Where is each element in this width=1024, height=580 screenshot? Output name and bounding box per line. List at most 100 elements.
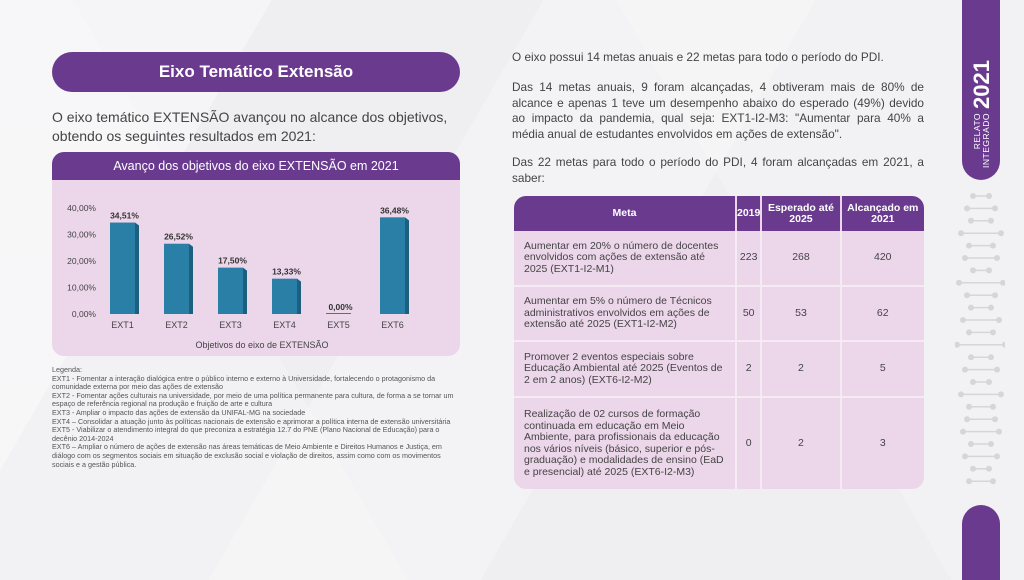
bar-shadow [405,217,409,314]
bar-ext2 [164,243,189,314]
table-header-row: Meta 2019 Esperado até 2025 Alcançado em… [514,196,924,231]
bar-ext6 [380,217,405,314]
dot-row [964,416,998,423]
dot-row [964,292,998,299]
cell-esperado: 53 [761,286,842,342]
dot-row [968,217,994,224]
y-tick-label: 20,00% [67,256,96,266]
cell-alcancado: 62 [840,286,924,342]
cell-meta: Aumentar em 5% o número de Técnicos admi… [514,286,737,342]
x-axis-label: Objetivos do eixo de EXTENSÃO [195,340,328,350]
brand-label: RELATO INTEGRADO 2021 [964,8,1000,168]
dot-row [956,279,1005,286]
header-alcancado: Alcançado em 2021 [840,196,924,231]
bar-chart: 0,00% 10,00% 20,00% 30,00% 40,00% 34,51% EXT1 2… [67,203,409,350]
bar-shadow [297,278,301,314]
intro-text: O eixo temático EXTENSÃO avançou no alca… [52,109,448,144]
dot-row [966,478,996,485]
cell-meta: Aumentar em 20% o número de docentes env… [514,231,737,287]
legend-item-ext2: EXT2 - Fomentar ações culturais na unive… [52,390,454,409]
dot-row [970,465,992,472]
goals-table: Meta 2019 Esperado até 2025 Alcançado em… [514,196,924,489]
dot-row [970,193,992,199]
data-label: 36,48% [380,205,409,215]
dot-row [966,403,996,410]
bar-ext5 [326,313,351,314]
bar-ext1 [110,222,135,314]
bar-ext4 [272,278,297,314]
dot-row [968,354,994,361]
x-tick-label: EXT5 [327,320,350,330]
cell-meta: Promover 2 eventos especiais sobre Educa… [514,341,737,398]
x-tick-label: EXT4 [273,320,296,330]
cell-2019: 2 [736,341,763,398]
x-tick-label: EXT6 [381,320,404,330]
dot-row [970,379,992,385]
header-meta: Meta [514,196,737,231]
dot-row [955,341,1005,348]
header-esperado: Esperado até 2025 [761,196,842,231]
legend-item-ext6: EXT6 – Ampliar o número de ações de exte… [52,442,442,469]
brand-tab-bottom [962,505,1000,580]
brand-tab-top [962,0,1000,180]
table-row: Aumentar em 20% o número de docentes env… [514,231,924,287]
x-tick-label: EXT3 [219,320,242,330]
dot-row [962,453,1000,460]
data-label: 17,50% [218,256,247,266]
x-tick-label: EXT2 [165,320,188,330]
dot-row [960,428,1002,435]
table-row: Realização de 02 cursos de formação cont… [514,397,924,489]
y-tick-label: 10,00% [67,283,96,293]
paragraph-pdi-goals: Das 22 metas para todo o período do PDI,… [512,155,924,185]
paragraph-annual-goals: Das 14 metas anuais, 9 foram alcançadas,… [512,80,924,141]
chart-card: Avanço dos objetivos do eixo EXTENSÃO em… [52,152,460,356]
data-label: 26,52% [164,232,193,242]
dot-row [964,205,998,212]
cell-meta: Realização de 02 cursos de formação cont… [514,397,737,489]
legend: Legenda: EXT1 - Fomentar a interação dia… [52,365,464,469]
brand-line2: INTEGRADO [981,112,991,168]
y-tick-label: 40,00% [67,203,96,213]
bar-shadow [243,267,247,314]
cell-esperado: 268 [761,231,842,287]
cell-esperado: 2 [761,341,842,398]
table-row: Promover 2 eventos especiais sobre Educa… [514,341,924,398]
legend-heading: Legenda: [52,365,82,374]
cell-esperado: 2 [761,397,842,489]
dot-row [962,255,1000,261]
section-title: Eixo Temático Extensão [52,52,460,92]
dot-row [968,441,994,447]
y-tick-label: 0,00% [72,309,97,319]
decorative-dots [955,193,1005,485]
data-label: 13,33% [272,267,301,277]
dot-row [958,230,1004,237]
dot-row [966,242,996,249]
data-label: 0,00% [328,302,353,312]
cell-2019: 0 [736,397,763,489]
legend-item-ext3: EXT3 - Ampliar o impacto das ações de ex… [52,407,306,417]
cell-alcancado: 420 [840,231,924,287]
data-label: 34,51% [110,211,139,221]
y-tick-label: 30,00% [67,230,96,240]
cell-alcancado: 3 [879,436,886,449]
dot-row [970,267,992,274]
cell-2019: 223 [736,231,763,287]
x-tick-label: EXT1 [111,320,134,330]
dot-row [966,329,996,336]
brand-year: 2021 [969,60,994,109]
dot-row [960,317,1002,323]
header-2019: 2019 [736,196,763,231]
table-row: Aumentar em 5% o número de Técnicos admi… [514,286,924,342]
legend-item-ext5: EXT5 - Viabilizar o atendimento integral… [52,425,440,443]
bar-shadow [135,222,139,314]
bar-shadow [189,243,193,314]
cell-2019: 50 [736,286,763,342]
dot-row [968,304,994,311]
bar-ext3 [218,267,243,314]
dot-row [962,366,1000,373]
paragraph-goals-count: O eixo possui 14 metas anuais e 22 metas… [512,50,884,64]
dot-row [958,391,1004,398]
legend-item-ext4: EXT4 – Consolidar a atuação junto às pol… [52,416,451,426]
cell-alcancado: 5 [840,341,924,398]
legend-item-ext1: EXT1 - Fomentar a interação dialógica en… [52,373,436,392]
